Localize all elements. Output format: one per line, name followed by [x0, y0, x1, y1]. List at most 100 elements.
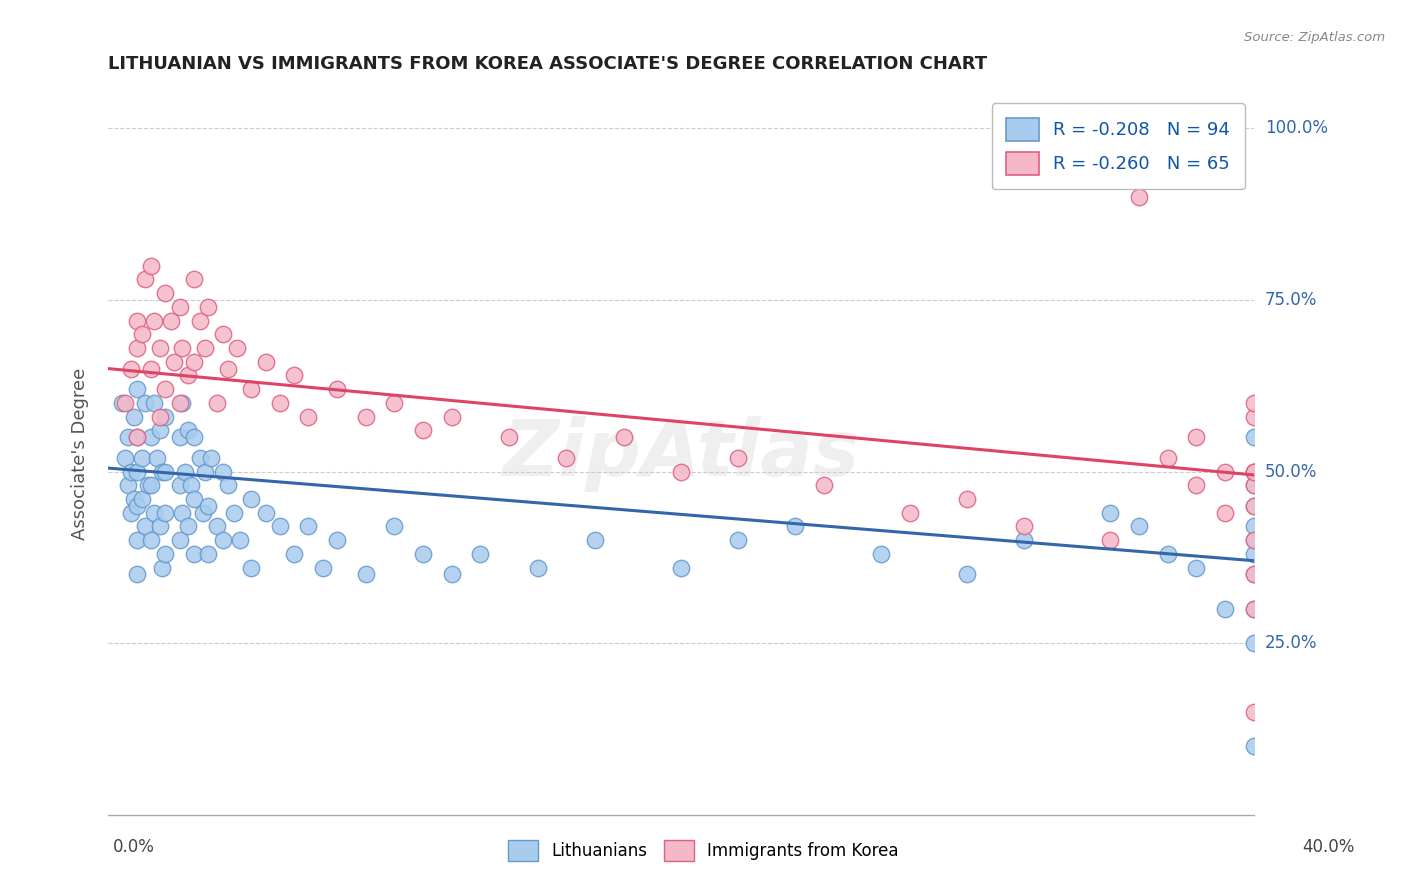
Point: [172, 341, 194, 355]
Point: [217, 361, 239, 376]
Point: [526, 560, 548, 574]
Point: [131, 491, 153, 506]
Point: [1243, 465, 1265, 479]
Point: [191, 506, 214, 520]
Point: [1243, 601, 1265, 615]
Point: [269, 396, 291, 410]
Text: 40.0%: 40.0%: [1302, 838, 1355, 855]
Point: [1243, 499, 1265, 513]
Point: [155, 506, 177, 520]
Point: [177, 368, 200, 383]
Point: [211, 533, 233, 548]
Point: [136, 478, 159, 492]
Point: [120, 465, 142, 479]
Point: [125, 382, 148, 396]
Point: [117, 430, 139, 444]
Point: [1243, 739, 1265, 753]
Point: [612, 430, 634, 444]
Point: [440, 567, 463, 582]
Point: [1243, 567, 1265, 582]
Point: [134, 519, 156, 533]
Text: 75.0%: 75.0%: [1265, 291, 1317, 309]
Point: [114, 396, 136, 410]
Point: [1243, 465, 1265, 479]
Text: 25.0%: 25.0%: [1265, 634, 1317, 652]
Point: [440, 409, 463, 424]
Point: [197, 499, 219, 513]
Point: [180, 478, 202, 492]
Point: [139, 259, 162, 273]
Point: [211, 465, 233, 479]
Point: [183, 272, 205, 286]
Point: [1243, 533, 1265, 548]
Point: [125, 341, 148, 355]
Point: [172, 506, 194, 520]
Point: [139, 430, 162, 444]
Point: [813, 478, 835, 492]
Text: 100.0%: 100.0%: [1265, 120, 1327, 137]
Point: [1243, 636, 1265, 650]
Point: [669, 560, 692, 574]
Point: [111, 396, 134, 410]
Point: [125, 567, 148, 582]
Point: [174, 465, 197, 479]
Point: [155, 286, 177, 301]
Point: [145, 450, 167, 465]
Point: [148, 341, 170, 355]
Point: [169, 430, 191, 444]
Point: [148, 423, 170, 437]
Point: [205, 519, 228, 533]
Point: [125, 533, 148, 548]
Point: [384, 396, 406, 410]
Point: [326, 533, 349, 548]
Point: [172, 396, 194, 410]
Point: [222, 506, 245, 520]
Point: [117, 478, 139, 492]
Point: [898, 506, 921, 520]
Point: [1099, 533, 1122, 548]
Point: [1243, 396, 1265, 410]
Point: [1243, 409, 1265, 424]
Point: [169, 396, 191, 410]
Point: [125, 430, 148, 444]
Point: [183, 355, 205, 369]
Point: [785, 519, 807, 533]
Point: [139, 478, 162, 492]
Point: [155, 547, 177, 561]
Point: [217, 478, 239, 492]
Point: [205, 396, 228, 410]
Point: [183, 430, 205, 444]
Point: [1243, 567, 1265, 582]
Point: [163, 355, 186, 369]
Point: [125, 430, 148, 444]
Point: [727, 450, 749, 465]
Point: [188, 450, 211, 465]
Point: [1157, 547, 1180, 561]
Point: [125, 313, 148, 327]
Text: ZipAtlas: ZipAtlas: [502, 417, 859, 492]
Point: [155, 409, 177, 424]
Point: [470, 547, 492, 561]
Point: [155, 465, 177, 479]
Point: [225, 341, 247, 355]
Point: [211, 327, 233, 342]
Point: [312, 560, 335, 574]
Point: [114, 450, 136, 465]
Point: [1014, 533, 1036, 548]
Point: [134, 396, 156, 410]
Point: [177, 519, 200, 533]
Point: [254, 506, 277, 520]
Y-axis label: Associate's Degree: Associate's Degree: [72, 368, 89, 541]
Point: [131, 450, 153, 465]
Point: [240, 560, 263, 574]
Text: 0.0%: 0.0%: [112, 838, 155, 855]
Point: [498, 430, 520, 444]
Point: [200, 450, 222, 465]
Point: [142, 506, 165, 520]
Point: [155, 382, 177, 396]
Point: [240, 382, 263, 396]
Point: [1243, 430, 1265, 444]
Point: [152, 560, 174, 574]
Point: [177, 423, 200, 437]
Point: [412, 547, 434, 561]
